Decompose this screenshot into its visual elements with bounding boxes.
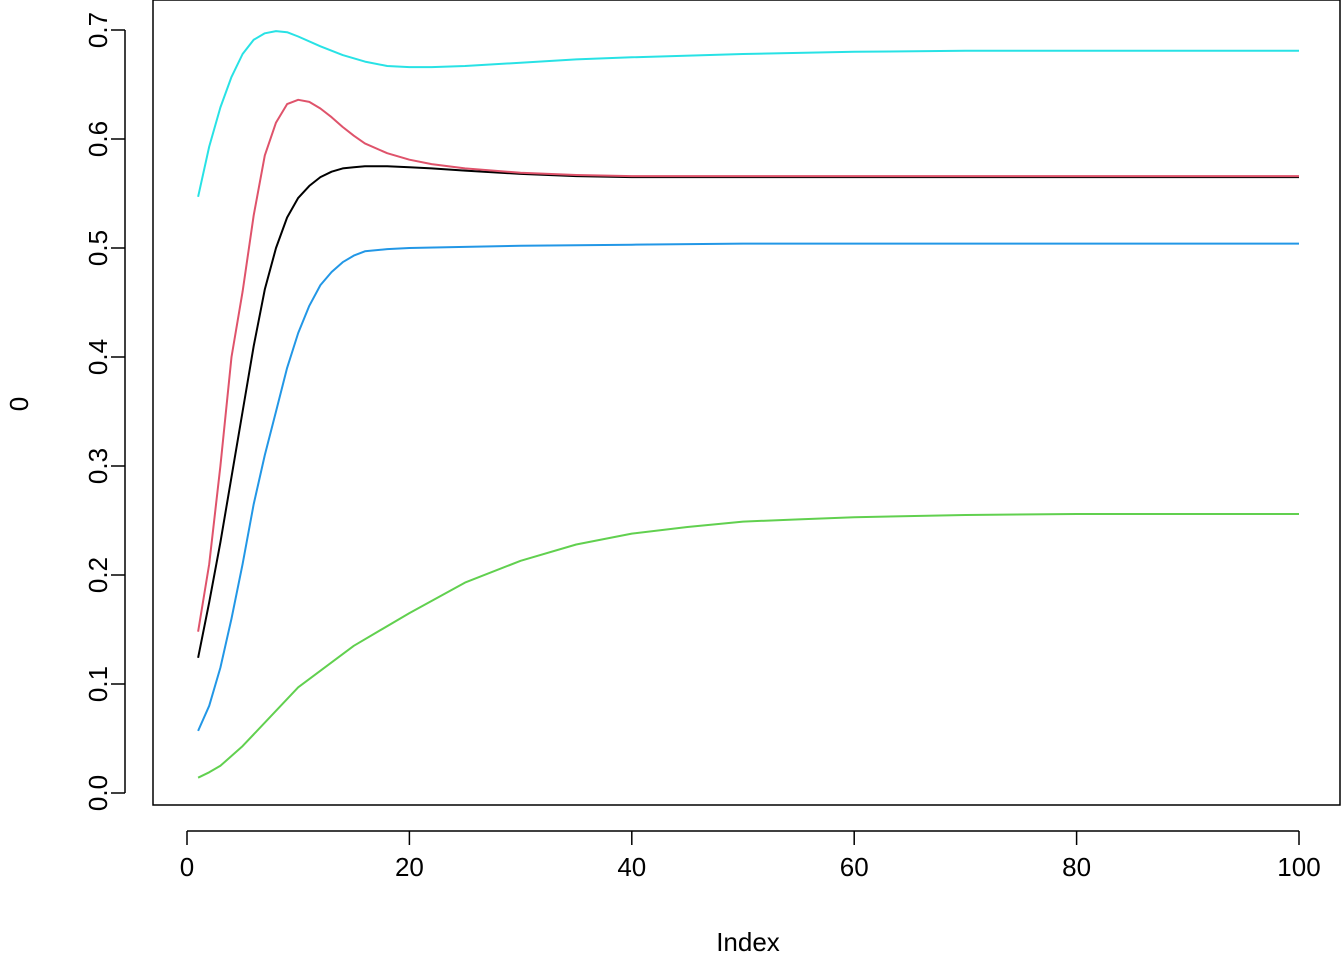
x-axis: 0 20 40 60 80 100: [180, 830, 1321, 882]
y-axis: 0.0 0.1 0.2 0.3 0.4 0.5 0.6 0.7: [83, 12, 126, 811]
series-line-1: [197, 165, 1299, 658]
y-tick-label: 0.2: [83, 557, 113, 593]
series-line-5: [197, 30, 1299, 198]
x-axis-title: Index: [716, 927, 780, 957]
series-layer: [197, 30, 1299, 779]
y-tick-label: 0.5: [83, 230, 113, 266]
x-tick-label: 100: [1277, 852, 1320, 882]
y-tick-label: 0.6: [83, 121, 113, 157]
plot-frame: [152, 0, 1341, 806]
x-tick-label: 40: [617, 852, 646, 882]
x-tick-label: 80: [1062, 852, 1091, 882]
series-line-3: [197, 513, 1299, 779]
series-line-4: [197, 242, 1299, 732]
x-tick-label: 60: [840, 852, 869, 882]
y-tick-label: 0.1: [83, 666, 113, 702]
y-tick-label: 0.7: [83, 12, 113, 48]
x-tick-label: 20: [395, 852, 424, 882]
series-line-2: [197, 98, 1299, 632]
y-tick-label: 0.3: [83, 448, 113, 484]
y-axis-title: 0: [4, 397, 34, 411]
y-tick-label: 0.0: [83, 775, 113, 811]
y-tick-label: 0.4: [83, 339, 113, 375]
x-tick-label: 0: [180, 852, 194, 882]
